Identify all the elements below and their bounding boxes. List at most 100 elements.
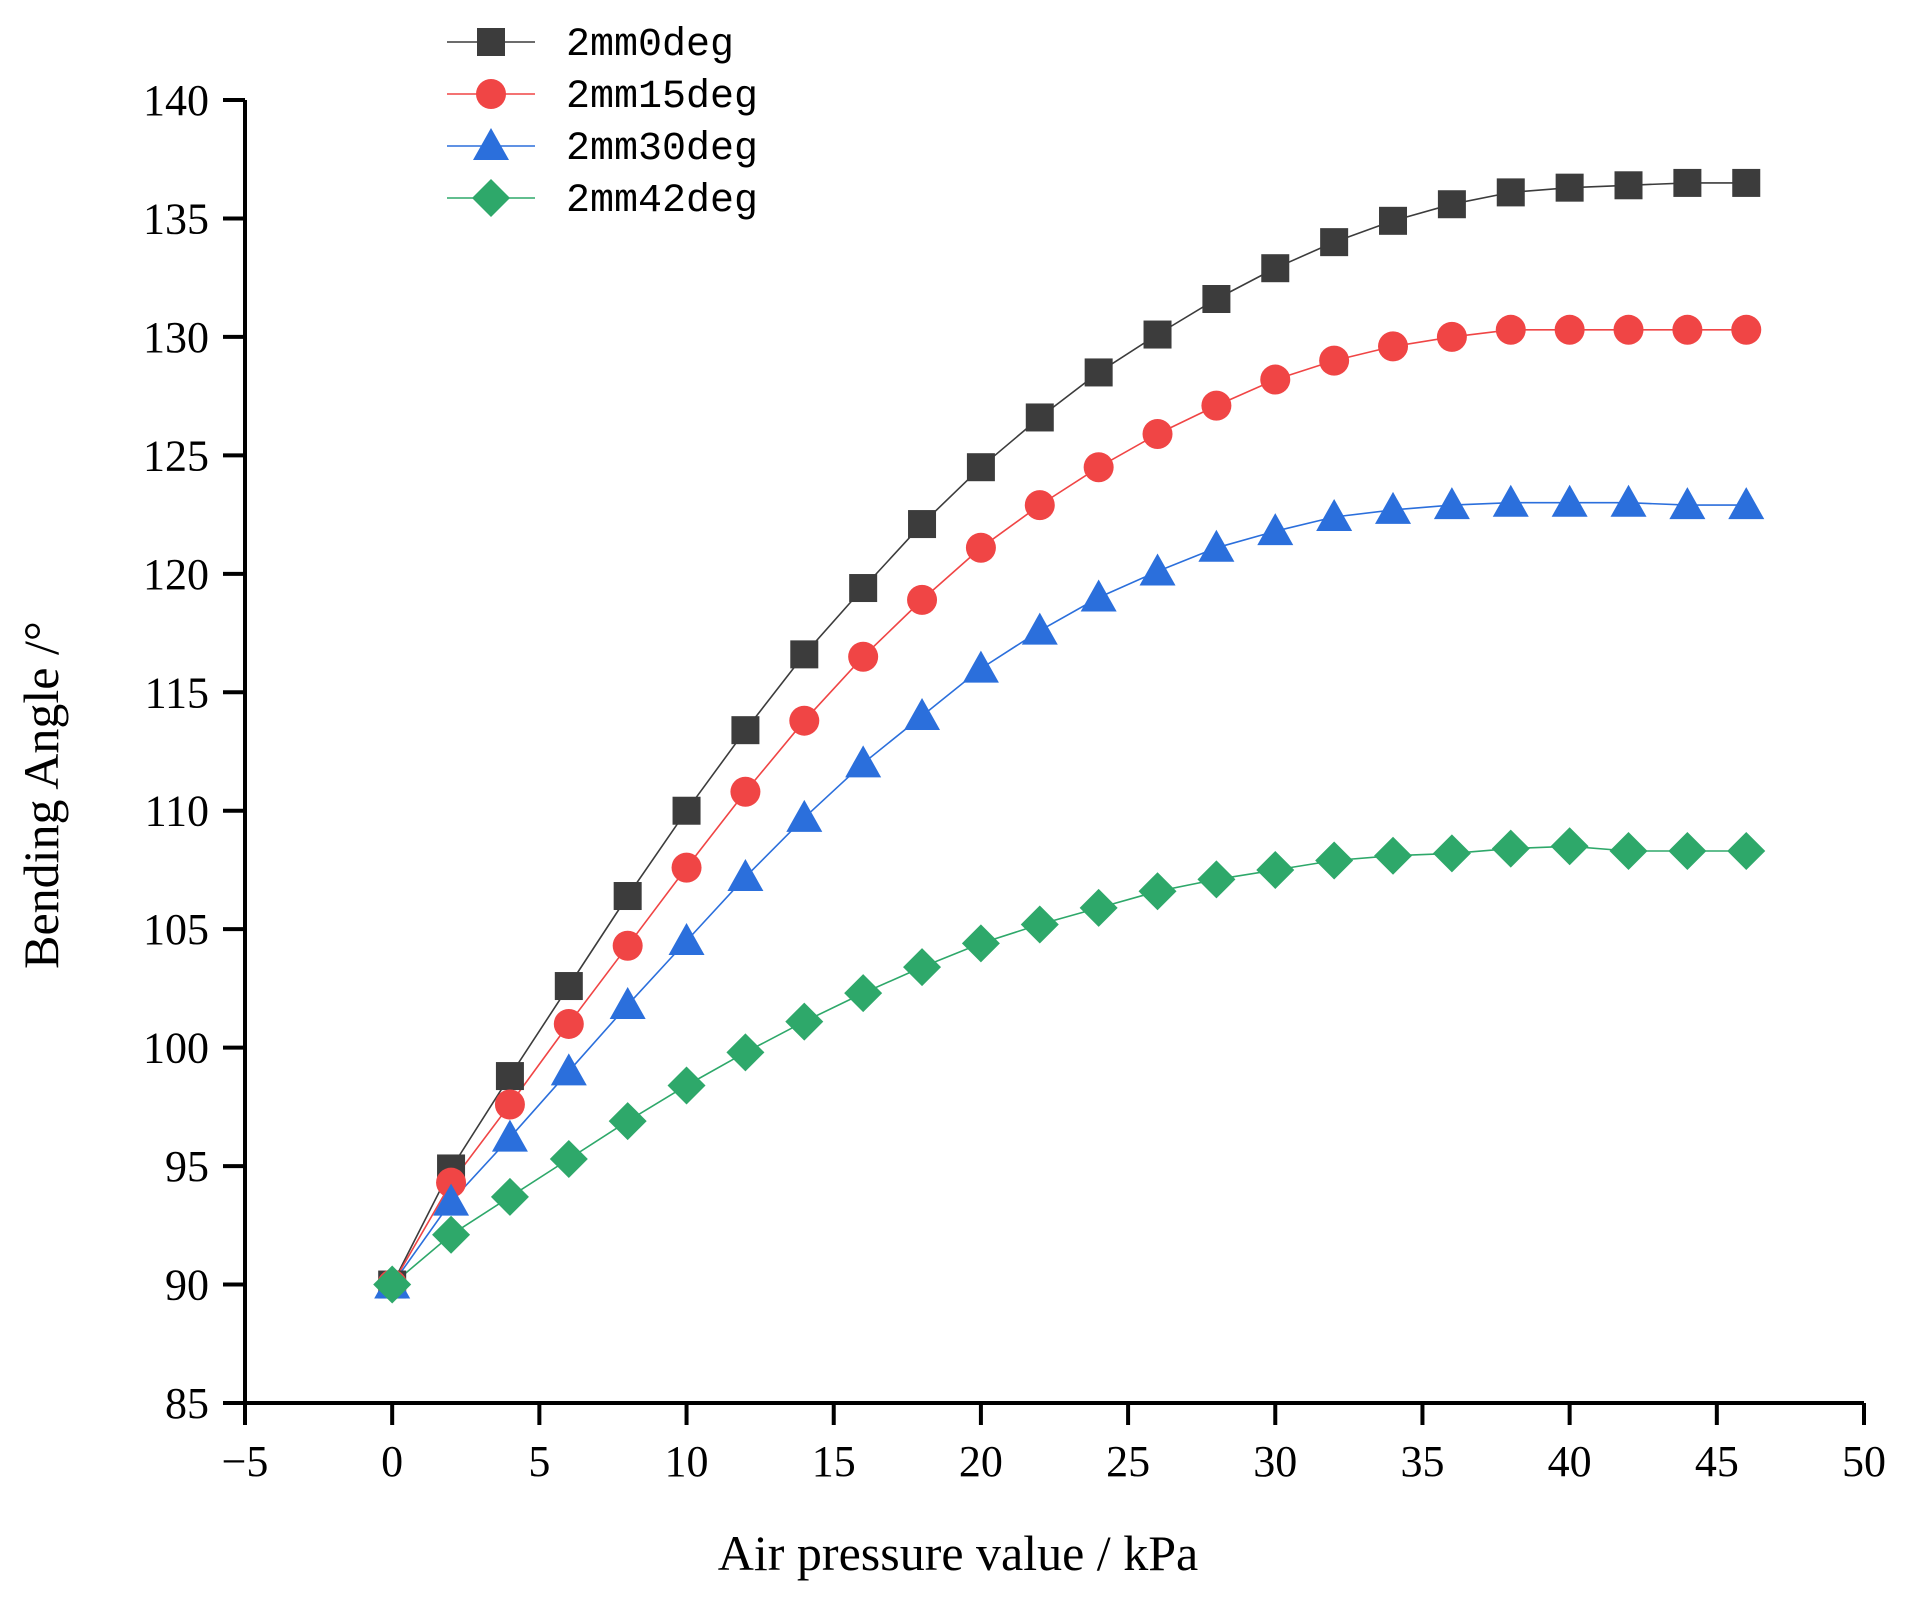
legend-marker-2mm30deg [473, 128, 509, 160]
data-point-2mm0deg [908, 510, 937, 539]
data-point-2mm42deg [549, 1139, 588, 1178]
data-point-2mm0deg [1379, 206, 1408, 235]
data-point-2mm30deg [904, 697, 941, 730]
series-markers-2mm30deg [374, 484, 1765, 1299]
data-point-2mm15deg [1554, 314, 1585, 345]
legend-marker-2mm15deg [476, 79, 506, 109]
data-point-2mm0deg [1084, 358, 1113, 387]
data-point-2mm15deg [436, 1167, 467, 1198]
data-point-2mm42deg [1668, 832, 1707, 871]
data-point-2mm42deg [608, 1102, 647, 1141]
series-markers-2mm15deg [377, 314, 1762, 1300]
data-point-2mm0deg [1143, 320, 1172, 349]
data-point-2mm30deg [1198, 529, 1235, 562]
x-tick-label: 20 [959, 1437, 1003, 1486]
legend-marker-2mm42deg [472, 179, 510, 217]
data-point-2mm30deg [1021, 612, 1058, 645]
data-point-2mm0deg [554, 972, 583, 1001]
x-tick-label: 50 [1842, 1437, 1886, 1486]
y-tick-label: 95 [165, 1142, 209, 1191]
plot-area [373, 168, 1766, 1304]
series-2mm42deg [391, 845, 1747, 1286]
data-point-2mm42deg [1256, 850, 1295, 889]
y-tick-label: 120 [143, 550, 209, 599]
x-tick-label: 40 [1548, 1437, 1592, 1486]
data-point-2mm30deg [1728, 487, 1765, 520]
data-point-2mm42deg [1491, 829, 1530, 868]
data-point-2mm15deg [1672, 314, 1703, 345]
series-markers-2mm42deg [373, 827, 1766, 1304]
legend-label-2mm0deg: 2mm0deg [566, 23, 734, 68]
series-line-2mm30deg [391, 501, 1747, 1285]
data-point-2mm15deg [671, 852, 702, 883]
x-tick-label: 45 [1695, 1437, 1739, 1486]
legend-label-2mm30deg: 2mm30deg [566, 127, 758, 172]
series-markers-2mm0deg [378, 168, 1761, 1299]
y-tick-label: 85 [165, 1379, 209, 1428]
data-point-2mm0deg [1025, 403, 1054, 432]
data-point-2mm0deg [1261, 254, 1290, 283]
data-point-2mm30deg [1551, 484, 1588, 517]
data-point-2mm15deg [1495, 314, 1526, 345]
data-point-2mm30deg [1080, 579, 1117, 612]
legend-label-2mm42deg: 2mm42deg [566, 179, 758, 224]
data-point-2mm0deg [731, 716, 760, 745]
y-axis-title: Bending Angle /° [13, 621, 69, 969]
data-point-2mm15deg [1201, 390, 1232, 421]
x-tick-label: 35 [1400, 1437, 1444, 1486]
y-tick-label: 110 [145, 787, 209, 836]
x-tick-label: 5 [528, 1437, 550, 1486]
data-point-2mm15deg [789, 705, 820, 736]
data-point-2mm0deg [790, 640, 819, 669]
data-point-2mm30deg [1492, 484, 1529, 517]
data-point-2mm42deg [490, 1177, 529, 1216]
y-tick-label: 90 [165, 1261, 209, 1310]
data-point-2mm15deg [1378, 331, 1409, 362]
x-axis-title: Air pressure value / kPa [718, 1525, 1198, 1581]
data-point-2mm42deg [432, 1215, 471, 1254]
data-point-2mm42deg [1138, 872, 1177, 911]
data-point-2mm0deg [1496, 178, 1525, 207]
axes [243, 100, 1864, 1405]
data-point-2mm15deg [1613, 314, 1644, 345]
data-point-2mm42deg [1079, 888, 1118, 927]
y-tick-label: 140 [143, 76, 209, 125]
data-point-2mm42deg [785, 1002, 824, 1041]
data-point-2mm30deg [609, 986, 646, 1019]
data-point-2mm0deg [495, 1062, 524, 1091]
data-point-2mm30deg [1610, 484, 1647, 517]
data-point-2mm30deg [1139, 553, 1176, 586]
legend: 2mm0deg 2mm15deg 2mm30deg 2mm42deg [447, 23, 758, 224]
data-point-2mm0deg [1320, 228, 1349, 257]
data-point-2mm30deg [550, 1053, 587, 1086]
y-tick-label: 105 [143, 905, 209, 954]
series-2mm30deg [391, 501, 1747, 1285]
data-point-2mm42deg [1315, 841, 1354, 880]
data-point-2mm15deg [553, 1008, 584, 1039]
data-point-2mm30deg [668, 923, 705, 956]
data-point-2mm0deg [1202, 285, 1231, 314]
data-point-2mm0deg [1673, 168, 1702, 197]
series-line-2mm0deg [391, 182, 1747, 1285]
x-tick-label: 25 [1106, 1437, 1150, 1486]
data-point-2mm15deg [907, 584, 938, 615]
data-point-2mm42deg [844, 974, 883, 1013]
data-point-2mm30deg [1316, 498, 1353, 531]
data-point-2mm15deg [1142, 419, 1173, 450]
y-tick-label: 100 [143, 1024, 209, 1073]
data-point-2mm42deg [903, 948, 942, 987]
data-point-2mm42deg [961, 924, 1000, 963]
x-tick-label: 30 [1253, 1437, 1297, 1486]
data-point-2mm15deg [1319, 345, 1350, 376]
y-tick-label: 125 [143, 431, 209, 480]
data-point-2mm15deg [848, 641, 879, 672]
series-line-2mm42deg [391, 845, 1747, 1286]
ticks: −5 0 5 10 15 20 25 30 35 40 45 50 85 90 95 100 105 110 115… [143, 76, 1886, 1486]
data-point-2mm42deg [1550, 827, 1589, 866]
data-point-2mm0deg [1555, 173, 1584, 202]
x-tick-label: 10 [665, 1437, 709, 1486]
series-2mm0deg [391, 182, 1747, 1285]
data-point-2mm15deg [1436, 321, 1467, 352]
data-point-2mm0deg [672, 796, 701, 825]
